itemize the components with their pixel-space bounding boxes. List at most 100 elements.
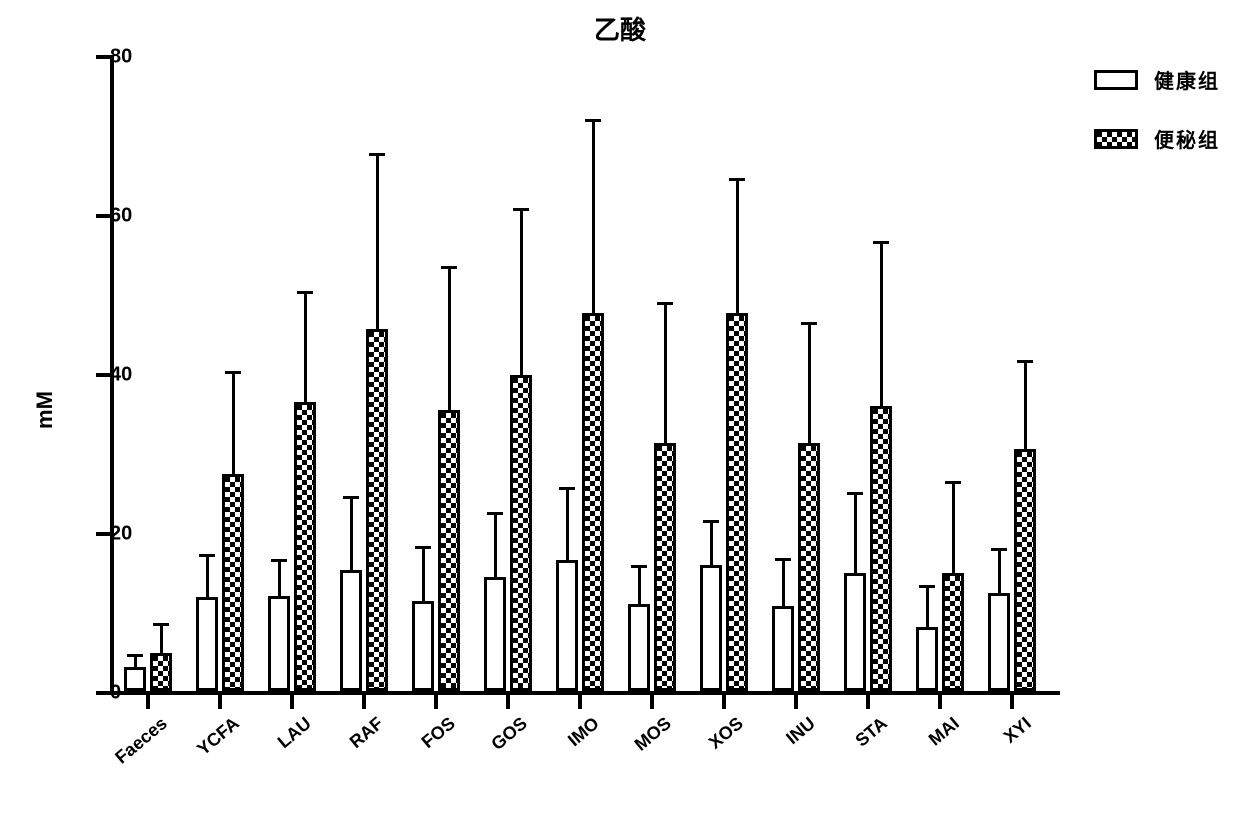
bar: [988, 593, 1010, 691]
bar: [916, 627, 938, 691]
error-bar: [520, 209, 523, 374]
error-bar: [1024, 361, 1027, 448]
legend-label: 便秘组: [1154, 124, 1220, 153]
x-tick: [290, 695, 294, 709]
x-tick: [650, 695, 654, 709]
x-tick: [578, 695, 582, 709]
x-tick-label: IMO: [529, 713, 604, 781]
error-cap: [441, 266, 457, 269]
error-cap: [847, 492, 863, 495]
error-bar: [448, 267, 451, 410]
error-bar: [566, 488, 569, 560]
x-tick-label: FOS: [385, 713, 460, 781]
bar: [556, 560, 578, 691]
y-tick: [96, 691, 110, 695]
bar: [438, 410, 460, 691]
bar: [1014, 449, 1036, 691]
error-cap: [225, 371, 241, 374]
chart-title: 乙酸: [594, 10, 646, 47]
x-tick: [866, 695, 870, 709]
bar: [340, 570, 362, 691]
bar: [510, 375, 532, 691]
error-bar: [160, 624, 163, 653]
error-bar: [854, 494, 857, 573]
error-cap: [487, 512, 503, 515]
bar: [844, 573, 866, 691]
error-cap: [991, 548, 1007, 551]
error-bar: [278, 561, 281, 596]
bar: [412, 601, 434, 691]
error-cap: [513, 208, 529, 211]
x-tick-label: YCFA: [169, 713, 244, 781]
legend-label: 健康组: [1154, 65, 1220, 94]
error-cap: [775, 558, 791, 561]
x-tick-label: MAI: [889, 713, 964, 781]
bar: [798, 443, 820, 691]
error-bar: [710, 522, 713, 566]
error-cap: [657, 302, 673, 305]
x-tick: [1010, 695, 1014, 709]
error-cap: [801, 322, 817, 325]
bar: [366, 329, 388, 691]
bar: [942, 573, 964, 691]
y-axis-label: mM: [32, 391, 58, 429]
error-cap: [153, 623, 169, 626]
error-bar: [134, 655, 137, 667]
x-tick: [722, 695, 726, 709]
error-cap: [271, 559, 287, 562]
x-tick-label: XYI: [961, 713, 1036, 781]
x-tick-label: GOS: [457, 713, 532, 781]
error-cap: [873, 241, 889, 244]
error-bar: [926, 586, 929, 627]
y-tick: [96, 532, 110, 536]
error-bar: [376, 154, 379, 329]
x-tick-label: Faeces: [97, 713, 172, 781]
error-bar: [350, 497, 353, 570]
bar: [268, 596, 290, 691]
error-bar: [736, 180, 739, 314]
error-bar: [638, 567, 641, 604]
error-cap: [415, 546, 431, 549]
bar: [726, 313, 748, 691]
bar: [222, 474, 244, 691]
error-cap: [585, 119, 601, 122]
y-tick: [96, 373, 110, 377]
x-tick-label: RAF: [313, 713, 388, 781]
error-bar: [808, 324, 811, 443]
bar: [700, 565, 722, 691]
error-cap: [199, 554, 215, 557]
error-cap: [703, 520, 719, 523]
x-tick: [506, 695, 510, 709]
chart-container: 乙酸 mM 020406080FaecesYCFALAURAFFOSGOSIMO…: [0, 0, 1240, 820]
legend-swatch-empty: [1094, 70, 1138, 90]
error-cap: [343, 496, 359, 499]
error-cap: [297, 291, 313, 294]
bar: [196, 597, 218, 691]
bar: [870, 406, 892, 691]
x-tick: [218, 695, 222, 709]
bar: [124, 667, 146, 691]
error-cap: [945, 481, 961, 484]
x-tick: [938, 695, 942, 709]
error-cap: [559, 487, 575, 490]
legend-item: 便秘组: [1094, 124, 1220, 153]
plot-region: 020406080FaecesYCFALAURAFFOSGOSIMOMOSXOS…: [110, 55, 1060, 695]
x-tick-label: LAU: [241, 713, 316, 781]
error-bar: [782, 560, 785, 606]
x-tick: [146, 695, 150, 709]
error-cap: [1017, 360, 1033, 363]
legend-item: 健康组: [1094, 65, 1220, 94]
bar: [654, 443, 676, 691]
error-bar: [592, 120, 595, 313]
x-axis-line: [110, 691, 1060, 695]
error-cap: [631, 565, 647, 568]
x-tick: [362, 695, 366, 709]
error-bar: [304, 293, 307, 403]
error-bar: [952, 483, 955, 573]
error-cap: [729, 178, 745, 181]
error-bar: [422, 547, 425, 601]
error-bar: [206, 555, 209, 597]
x-tick: [434, 695, 438, 709]
error-cap: [919, 585, 935, 588]
bar: [628, 604, 650, 691]
